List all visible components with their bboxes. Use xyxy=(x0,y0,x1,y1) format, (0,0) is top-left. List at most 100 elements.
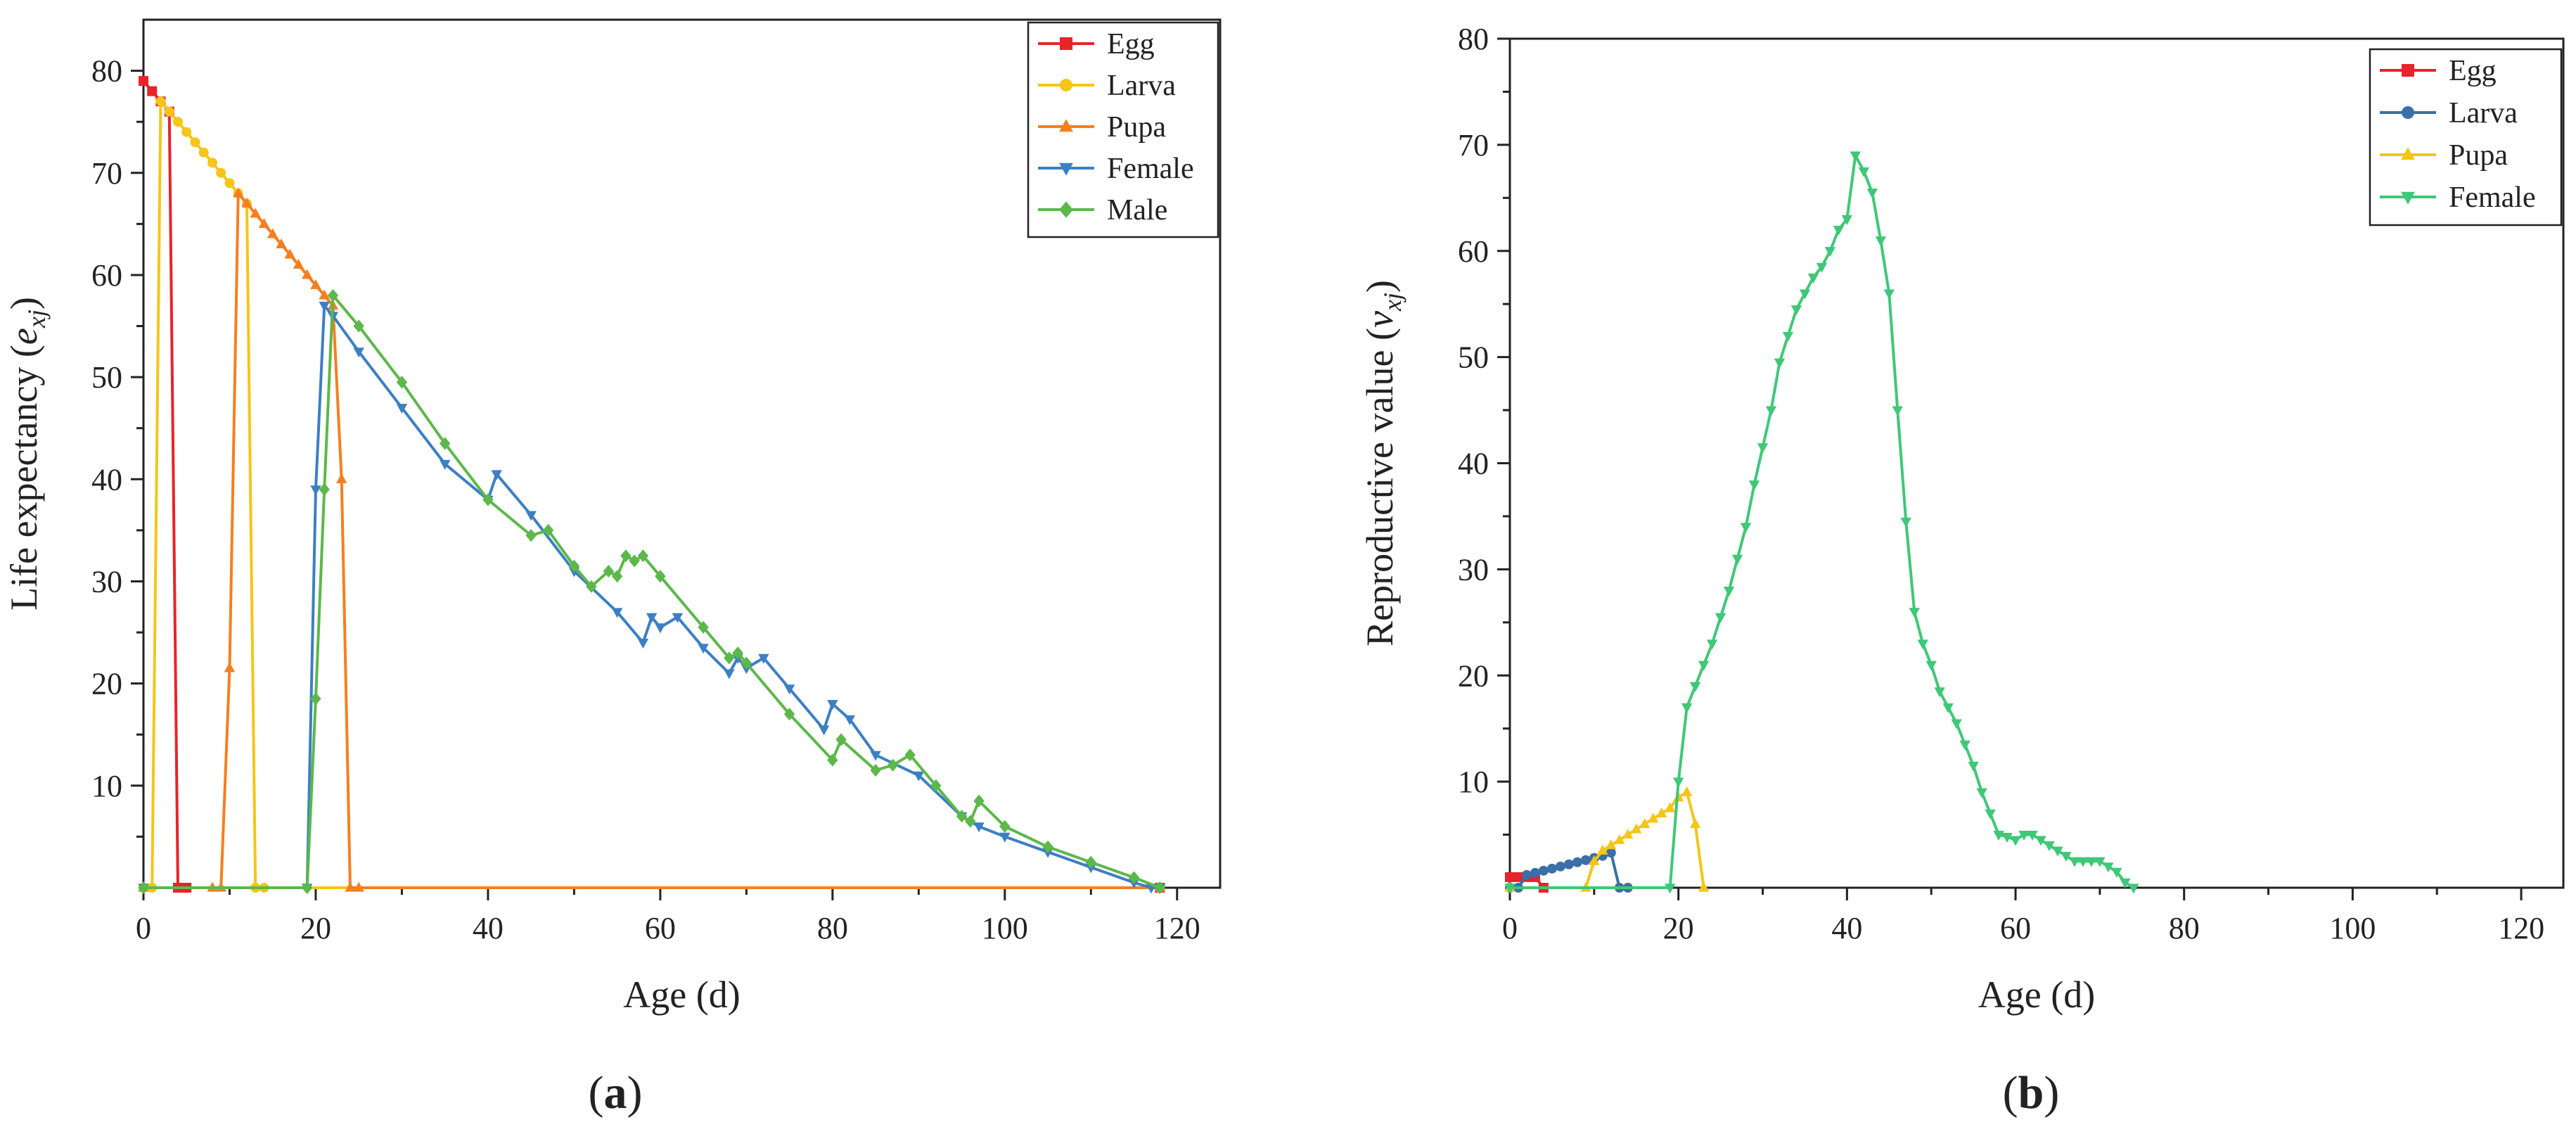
data-point xyxy=(1748,480,1760,491)
data-point xyxy=(1606,839,1617,850)
x-tick-label: 120 xyxy=(2498,911,2544,945)
data-point xyxy=(698,620,709,634)
data-point xyxy=(1858,167,1870,177)
data-point xyxy=(198,147,209,158)
data-point xyxy=(1698,661,1710,671)
data-point xyxy=(1740,523,1752,533)
x-tick-label: 60 xyxy=(645,911,676,945)
data-point xyxy=(1656,807,1667,817)
data-point xyxy=(1042,840,1053,854)
x-tick-label: 60 xyxy=(2000,911,2031,945)
data-point xyxy=(732,646,743,660)
data-point xyxy=(1580,855,1591,865)
data-point xyxy=(207,158,217,168)
data-point xyxy=(2086,857,2097,867)
data-point xyxy=(491,470,502,480)
data-point xyxy=(482,493,494,506)
data-point xyxy=(327,288,339,302)
legend-entry: Pupa xyxy=(2449,139,2508,172)
data-point xyxy=(1841,215,1853,225)
data-point xyxy=(870,751,881,761)
data-point xyxy=(827,700,838,710)
y-tick-label: 40 xyxy=(1458,447,1489,481)
data-point xyxy=(353,319,364,333)
data-point xyxy=(1614,834,1625,844)
data-point xyxy=(353,881,364,892)
data-point xyxy=(1790,305,1802,316)
data-point xyxy=(1866,189,1878,199)
x-tick-label: 40 xyxy=(473,911,504,945)
legend-entry: Larva xyxy=(2449,97,2518,129)
data-point xyxy=(155,96,166,107)
data-point xyxy=(2103,862,2114,873)
data-point xyxy=(1128,871,1140,884)
legend-marker xyxy=(2401,191,2415,205)
data-point xyxy=(2061,852,2072,862)
data-point xyxy=(1875,236,1886,247)
y-tick-label: 30 xyxy=(1458,552,1489,587)
x-tick-label: 100 xyxy=(2329,911,2376,945)
data-point xyxy=(139,76,148,87)
data-point xyxy=(1555,861,1565,872)
data-point xyxy=(930,779,942,792)
data-point xyxy=(1833,225,1845,236)
x-tick-label: 120 xyxy=(1154,911,1200,945)
data-point xyxy=(2120,878,2131,888)
data-point xyxy=(1824,247,1836,257)
data-point xyxy=(603,564,615,578)
data-point xyxy=(1589,855,1600,865)
data-point xyxy=(844,715,856,725)
data-point xyxy=(1715,613,1726,623)
y-tick-label: 80 xyxy=(91,54,122,89)
data-point xyxy=(1993,830,2004,841)
data-point xyxy=(1942,703,1954,713)
data-point xyxy=(999,819,1011,833)
data-point xyxy=(2094,857,2106,867)
legend-marker xyxy=(2402,64,2414,77)
data-point xyxy=(190,137,200,148)
data-point xyxy=(2027,830,2038,841)
series-female xyxy=(138,301,1165,894)
data-point xyxy=(1681,786,1693,796)
y-tick-label: 70 xyxy=(91,156,122,191)
data-point xyxy=(1622,829,1634,839)
legend-marker xyxy=(1060,37,1072,50)
data-point xyxy=(1807,273,1819,283)
data-point xyxy=(2044,841,2055,852)
y-axis-label: Reproductive value (vxj) xyxy=(1359,280,1406,646)
data-point xyxy=(2128,884,2139,894)
data-point xyxy=(233,187,244,198)
data-point xyxy=(258,217,270,228)
data-point xyxy=(310,279,321,290)
y-tick-label: 50 xyxy=(1458,340,1489,375)
x-tick-label: 20 xyxy=(300,911,331,945)
data-point xyxy=(2052,846,2063,857)
data-point xyxy=(1959,740,1971,751)
series-line xyxy=(143,293,1160,889)
data-point xyxy=(1085,855,1096,869)
legend: Egg Larva Pupa Female Male xyxy=(1027,21,1219,238)
data-point xyxy=(1900,517,1911,528)
data-point xyxy=(1799,289,1811,300)
series-male xyxy=(138,288,1165,895)
y-tick-label: 10 xyxy=(1458,765,1489,799)
data-point xyxy=(138,881,149,895)
data-point xyxy=(1513,872,1523,882)
legend-marker xyxy=(2402,106,2414,119)
y-tick-label: 30 xyxy=(91,564,122,599)
data-point xyxy=(2018,830,2030,841)
data-point xyxy=(1909,608,1920,618)
x-tick-label: 80 xyxy=(817,911,848,945)
legend-entry: Egg xyxy=(1107,28,1155,60)
y-tick-label: 60 xyxy=(1458,234,1489,269)
data-point xyxy=(396,404,408,414)
data-point xyxy=(1976,788,1987,798)
legend: Egg Larva Pupa Female xyxy=(2369,48,2563,227)
data-point xyxy=(310,485,321,496)
data-point xyxy=(1774,358,1786,369)
series-pupa xyxy=(138,187,1165,892)
data-point xyxy=(913,771,925,782)
data-point xyxy=(525,511,537,521)
data-point xyxy=(586,580,597,593)
data-point xyxy=(1505,872,1515,882)
